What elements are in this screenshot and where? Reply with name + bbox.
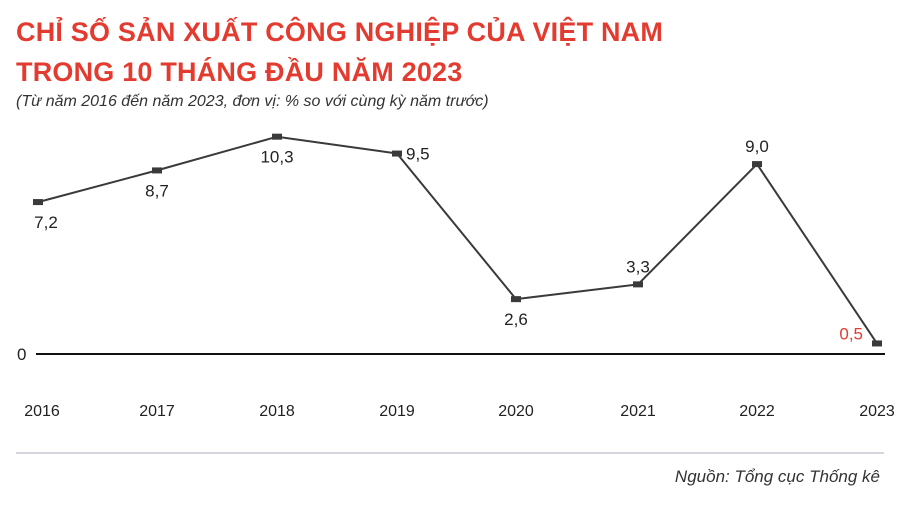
- data-label: 2,6: [504, 310, 528, 329]
- data-point-marker: [633, 281, 643, 288]
- data-point-marker: [392, 150, 402, 157]
- data-label: 3,3: [626, 257, 650, 276]
- x-tick-label: 2019: [379, 403, 415, 420]
- data-point-marker: [152, 167, 162, 174]
- data-label: 0,5: [839, 324, 863, 343]
- chart-title-line-1: CHỈ SỐ SẢN XUẤT CÔNG NGHIỆP CỦA VIỆT NAM: [16, 17, 664, 47]
- x-tick-label: 2018: [259, 403, 295, 420]
- x-tick-label: 2016: [24, 403, 60, 420]
- data-label: 8,7: [145, 181, 169, 200]
- chart-title-line-2: TRONG 10 THÁNG ĐẦU NĂM 2023: [16, 57, 463, 87]
- series-line: [37, 135, 878, 344]
- x-tick-label: 2023: [859, 403, 895, 420]
- zero-axis-label: 0: [17, 345, 26, 364]
- x-tick-label: 2022: [739, 403, 775, 420]
- data-label: 10,3: [260, 148, 293, 167]
- data-point-marker: [752, 161, 762, 168]
- chart-subtitle: (Từ năm 2016 đến năm 2023, đơn vị: % so …: [16, 93, 489, 110]
- x-tick-label: 2021: [620, 403, 656, 420]
- data-label: 9,0: [745, 137, 769, 156]
- data-label: 9,5: [406, 145, 430, 164]
- data-point-marker: [272, 133, 282, 140]
- x-tick-label: 2017: [139, 403, 175, 420]
- source-note: Nguồn: Tổng cục Thống kê: [674, 467, 880, 486]
- data-point-marker: [511, 296, 521, 303]
- data-point-marker: [33, 199, 43, 206]
- data-point-marker: [872, 340, 882, 347]
- x-tick-label: 2020: [498, 403, 534, 420]
- data-label: 7,2: [34, 213, 58, 232]
